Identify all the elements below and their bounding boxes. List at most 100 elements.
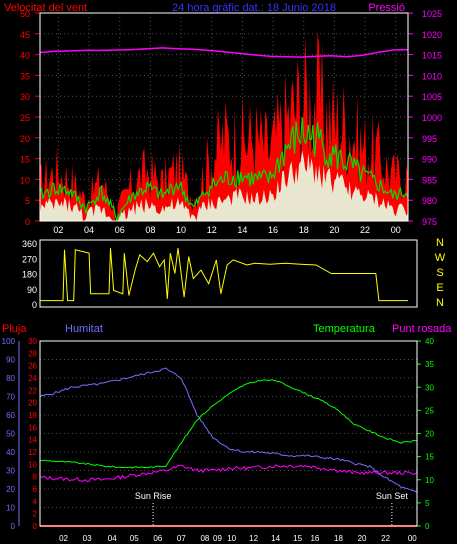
temperature-tick-label: 0 bbox=[425, 522, 430, 531]
avg-wind-series bbox=[39, 117, 409, 222]
x-tick-label: 18 bbox=[299, 225, 309, 235]
x-tick-label: 06 bbox=[115, 225, 125, 235]
y-tick-label: 45 bbox=[20, 30, 30, 40]
y2-tick-label: 1010 bbox=[422, 71, 442, 81]
humidity-tick-label: 100 bbox=[2, 337, 16, 346]
x-tick-label: 14 bbox=[237, 225, 247, 235]
direction-series bbox=[40, 248, 408, 302]
y-tick-label: 5 bbox=[25, 196, 30, 206]
direction-tick-label: 270 bbox=[22, 254, 37, 264]
x-tick-label: 06 bbox=[153, 534, 162, 543]
rain-tick-label: 24 bbox=[28, 374, 37, 383]
x-tick-label: 20 bbox=[329, 225, 339, 235]
y-tick-label: 25 bbox=[20, 113, 30, 123]
x-tick-label: 08 bbox=[200, 534, 209, 543]
panel1-x-ticks: 02 04 06 08 10 12 14 16 18 20 22 00 bbox=[53, 225, 400, 235]
rain-tick-label: 6 bbox=[33, 485, 38, 494]
left-axis-label: Velocitat del vent bbox=[4, 2, 87, 14]
x-tick-label: 04 bbox=[84, 225, 94, 235]
y-tick-label: 50 bbox=[20, 9, 30, 19]
min-wind-series bbox=[40, 150, 408, 221]
humidity-temperature-chart: Pluja Humitat Temperatura Punt rosada Su… bbox=[2, 323, 453, 543]
temperature-tick-label: 5 bbox=[425, 499, 430, 508]
x-tick-label: 20 bbox=[358, 534, 367, 543]
x-tick-label: 22 bbox=[360, 225, 370, 235]
y-tick-label: 15 bbox=[20, 155, 30, 165]
humidity-label: Humitat bbox=[65, 323, 103, 335]
pressure-series bbox=[39, 47, 409, 58]
x-tick-label: 22 bbox=[381, 534, 390, 543]
humidity-tick-label: 80 bbox=[6, 374, 15, 383]
x-tick-label: 15 bbox=[293, 534, 302, 543]
panel2-y-ticks: 0 90 180 270 360 bbox=[22, 239, 37, 310]
temperature-label: Temperatura bbox=[313, 323, 376, 335]
rain-tick-label: 14 bbox=[28, 436, 37, 445]
compass-label: E bbox=[436, 282, 443, 294]
direction-tick-label: 0 bbox=[32, 300, 37, 310]
panel3-x-ticks: 02 03 04 05 06 07 08 09 10 12 14 15 16 18 20 22 00 bbox=[59, 534, 417, 543]
y2-tick-label: 1025 bbox=[422, 9, 442, 19]
humidity-tick-label: 20 bbox=[6, 485, 15, 494]
temperature-series bbox=[39, 379, 418, 469]
x-tick-label: 12 bbox=[249, 534, 258, 543]
y2-tick-label: 1005 bbox=[422, 92, 442, 102]
panel3-grid bbox=[40, 340, 417, 527]
y2-tick-label: 980 bbox=[422, 196, 437, 206]
rain-tick-label: 0 bbox=[33, 522, 38, 531]
x-tick-label: 16 bbox=[310, 534, 319, 543]
y-tick-label: 20 bbox=[20, 134, 30, 144]
rain-tick-label: 16 bbox=[28, 423, 37, 432]
direction-tick-label: 180 bbox=[22, 270, 37, 280]
gust-series bbox=[40, 31, 408, 222]
y-tick-label: 10 bbox=[20, 175, 30, 185]
x-tick-label: 18 bbox=[334, 534, 343, 543]
x-tick-label: 08 bbox=[145, 225, 155, 235]
x-tick-label: 12 bbox=[207, 225, 217, 235]
x-tick-label: 05 bbox=[130, 534, 139, 543]
dewpoint-label: Punt rosada bbox=[392, 323, 452, 335]
wind-pressure-chart: Velocitat del vent 24 hora gràfic dat.: … bbox=[4, 2, 442, 235]
rain-tick-label: 2 bbox=[33, 510, 38, 519]
humidity-series bbox=[39, 367, 418, 493]
x-tick-label: 02 bbox=[53, 225, 63, 235]
y2-tick-label: 1015 bbox=[422, 51, 442, 61]
panel3-frame bbox=[39, 340, 418, 527]
x-tick-label: 10 bbox=[227, 534, 236, 543]
x-tick-label: 09 bbox=[213, 534, 222, 543]
y-tick-label: 40 bbox=[20, 51, 30, 61]
compass-label: S bbox=[436, 267, 443, 279]
x-tick-label: 03 bbox=[83, 534, 92, 543]
panel1-series bbox=[39, 31, 409, 222]
y-tick-label: 30 bbox=[20, 92, 30, 102]
rain-tick-label: 22 bbox=[28, 386, 37, 395]
rain-tick-label: 8 bbox=[33, 473, 38, 482]
y2-tick-label: 985 bbox=[422, 175, 437, 185]
compass-label: N bbox=[436, 297, 444, 309]
y2-tick-label: 990 bbox=[422, 155, 437, 165]
direction-tick-label: 90 bbox=[27, 285, 37, 295]
rain-tick-label: 20 bbox=[28, 399, 37, 408]
x-tick-label: 16 bbox=[268, 225, 278, 235]
panel2-series bbox=[40, 248, 408, 302]
x-tick-label: 07 bbox=[177, 534, 186, 543]
y-tick-label: 0 bbox=[25, 217, 30, 227]
dewpoint-series bbox=[39, 464, 418, 482]
humidity-tick-label: 90 bbox=[6, 356, 15, 365]
panel3-series bbox=[39, 367, 418, 527]
y2-tick-label: 1020 bbox=[422, 30, 442, 40]
chart-title: 24 hora gràfic dat.: 18 Junio 2018 bbox=[172, 2, 336, 14]
rain-tick-label: 26 bbox=[28, 362, 37, 371]
x-tick-label: 02 bbox=[59, 534, 68, 543]
rain-tick-label: 28 bbox=[28, 349, 37, 358]
x-tick-label: 00 bbox=[408, 534, 417, 543]
panel1-y2-ticks: 975 980 985 990 995 1000 1005 1010 1015 1020 1025 bbox=[408, 9, 442, 227]
panel3-annotations: Sun Rise Sun Set bbox=[135, 491, 408, 526]
rain-tick-label: 18 bbox=[28, 411, 37, 420]
temperature-tick-label: 35 bbox=[425, 360, 434, 369]
panel1-frame bbox=[39, 12, 409, 222]
humidity-ticks: 0 10 20 30 40 50 60 70 80 90 100 bbox=[2, 337, 16, 531]
y2-tick-label: 1000 bbox=[422, 113, 442, 123]
temperature-tick-label: 15 bbox=[425, 453, 434, 462]
